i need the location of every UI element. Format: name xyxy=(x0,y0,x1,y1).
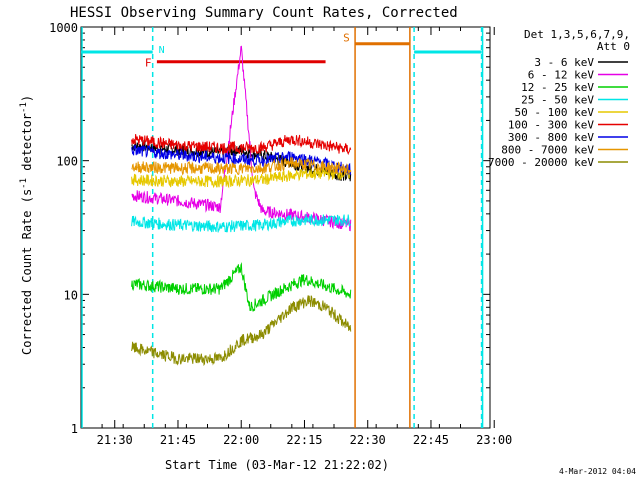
series-line xyxy=(131,45,352,232)
legend-entry-label: 7000 - 20000 keV xyxy=(488,156,594,169)
legend-entry-label: 12 - 25 keV xyxy=(521,81,594,94)
vertical-markers xyxy=(81,27,484,428)
axis-ticks: 21:30 21:45 22:00 22:15 22:30 22:45 23:00 1 10 10… xyxy=(49,21,512,447)
x-tick-label: 21:30 xyxy=(97,433,133,447)
series-line xyxy=(131,262,352,312)
series-line xyxy=(131,156,352,176)
plot-frame xyxy=(80,26,491,429)
flag-label: S xyxy=(343,32,350,45)
chart-title: HESSI Observing Summary Count Rates, Cor… xyxy=(70,5,458,21)
legend-entry-label: 100 - 300 keV xyxy=(508,119,594,132)
x-axis-label: Start Time (03-Mar-12 21:22:02) xyxy=(165,458,389,472)
x-tick-label: 23:00 xyxy=(476,433,512,447)
series-line xyxy=(131,166,352,189)
observing-flags: FN S xyxy=(81,32,482,70)
y-axis-label: Corrected Count Rate (s-1 detector-1) xyxy=(19,95,34,355)
y-tick-label: 1000 xyxy=(49,21,78,35)
flag-label: N xyxy=(159,45,165,56)
x-tick-label: 21:45 xyxy=(160,433,196,447)
series-line xyxy=(131,295,352,367)
x-tick-label: 22:30 xyxy=(350,433,386,447)
x-tick-label: 22:45 xyxy=(413,433,449,447)
x-tick-label: 22:15 xyxy=(286,433,322,447)
series-line xyxy=(131,134,352,156)
series-line xyxy=(131,144,352,176)
legend-entry-label: 300 - 800 keV xyxy=(508,131,594,144)
series-line xyxy=(131,214,351,233)
legend-entry-label: 6 - 12 keV xyxy=(528,69,595,82)
legend-header-1: Det 1,3,5,6,7,9, xyxy=(524,28,630,41)
legend-entry-label: 800 - 7000 keV xyxy=(501,144,594,157)
legend-header-2: Att 0 xyxy=(597,40,630,53)
y-tick-label: 10 xyxy=(64,288,78,302)
series-group xyxy=(131,45,352,367)
y-tick-label: 1 xyxy=(71,422,78,436)
footer-date: 4-Mar-2012 04:04 xyxy=(559,467,636,476)
x-tick-label: 22:00 xyxy=(223,433,259,447)
flag-label: F xyxy=(145,57,152,70)
legend-entry-label: 3 - 6 keV xyxy=(534,56,594,69)
legend-entry-label: 50 - 100 keV xyxy=(515,106,595,119)
y-tick-label: 100 xyxy=(56,155,78,169)
legend-entry-label: 25 - 50 keV xyxy=(521,94,594,107)
